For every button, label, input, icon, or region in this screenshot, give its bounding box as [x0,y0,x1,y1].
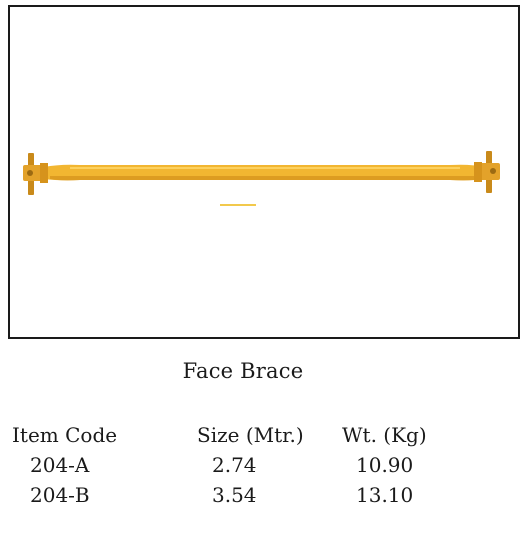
header-item-code: Item Code [12,423,118,447]
size-cell: 3.54 [212,483,257,507]
weight-cell: 10.90 [356,453,414,477]
face-brace-illustration [23,151,500,206]
table-row: 204-B 3.54 13.10 [12,480,482,510]
table-row: 204-A 2.74 10.90 [12,450,482,480]
size-cell: 2.74 [212,453,257,477]
reflection-mark [220,204,256,206]
spec-table-header-row: Item Code Size (Mtr.) Wt. (Kg) [12,420,482,450]
left-end-fitting [23,153,48,195]
header-size: Size (Mtr.) [197,423,304,447]
item-code-cell: 204-B [30,483,90,507]
brace-rod-highlight [70,167,460,169]
spec-table: Item Code Size (Mtr.) Wt. (Kg) 204-A 2.7… [12,420,482,510]
brace-rod-shadow [50,176,480,181]
product-image-frame [8,5,520,339]
weight-cell: 13.10 [356,483,414,507]
header-weight: Wt. (Kg) [342,423,427,447]
right-end-fitting [474,151,500,193]
item-code-cell: 204-A [30,453,90,477]
product-caption: Face Brace [182,359,304,383]
